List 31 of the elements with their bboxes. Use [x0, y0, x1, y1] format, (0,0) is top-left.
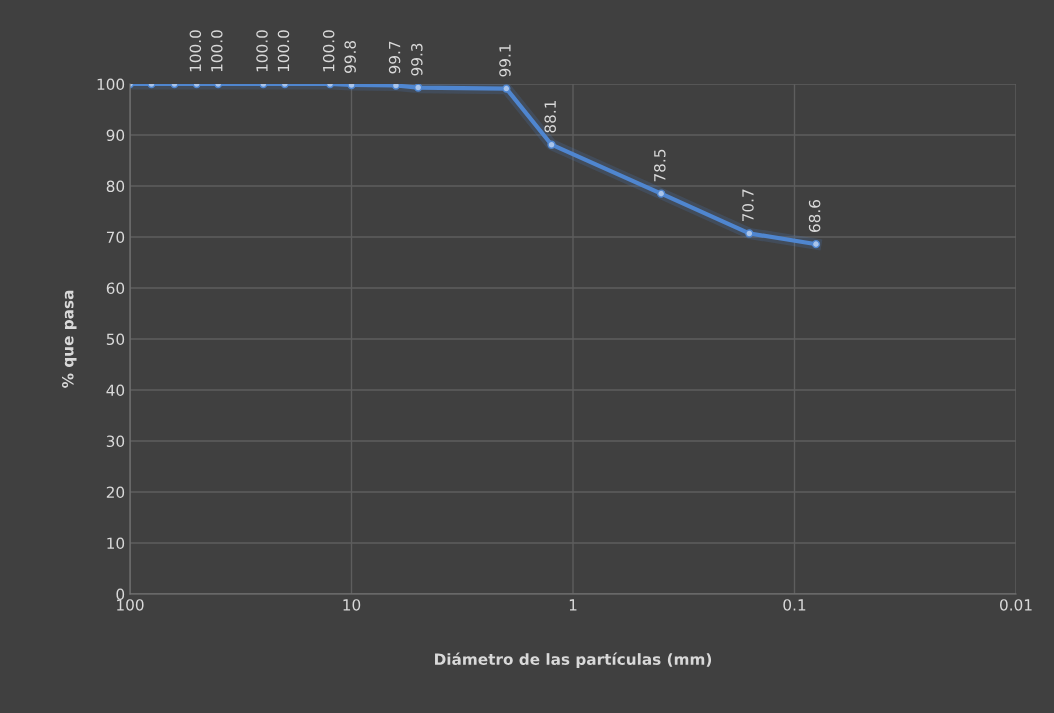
data-label: 78.5	[654, 149, 666, 182]
data-label: 100.0	[277, 30, 290, 72]
y-tick-label: 40	[106, 384, 125, 397]
data-label: 99.1	[499, 44, 511, 77]
data-label: 99.7	[388, 41, 401, 74]
y-tick-label: 20	[106, 486, 125, 499]
x-tick-label: 100	[117, 599, 144, 611]
y-tick-label: 90	[106, 129, 125, 142]
x-tick-label: 1	[569, 599, 577, 611]
y-tick-label: 10	[107, 537, 125, 550]
data-label: 100.0	[322, 30, 335, 72]
data-label: 100.0	[189, 30, 202, 72]
y-tick-label: 30	[106, 435, 125, 448]
data-label: 68.6	[808, 199, 821, 232]
data-label: 99.8	[344, 40, 356, 73]
y-tick-label: 70	[106, 231, 125, 244]
y-tick-label: 60	[106, 282, 125, 295]
y-tick-label: 80	[106, 180, 125, 193]
x-tick-label: 0.1	[783, 599, 806, 611]
data-label: 99.3	[411, 43, 423, 76]
y-tick-label: 0	[116, 588, 125, 601]
y-axis-title: % que pasa	[62, 290, 77, 388]
data-label: 100.0	[211, 30, 223, 72]
x-tick-label: 10	[343, 599, 361, 611]
data-label: 100.0	[256, 30, 268, 72]
data-label: 70.7	[742, 189, 754, 222]
data-label: 88.1	[544, 100, 556, 133]
x-tick-label: 0.01	[1000, 599, 1032, 611]
y-tick-label: 50	[106, 333, 125, 346]
y-tick-label: 100	[97, 78, 125, 91]
x-axis-title: Diámetro de las partículas (mm)	[435, 652, 712, 668]
